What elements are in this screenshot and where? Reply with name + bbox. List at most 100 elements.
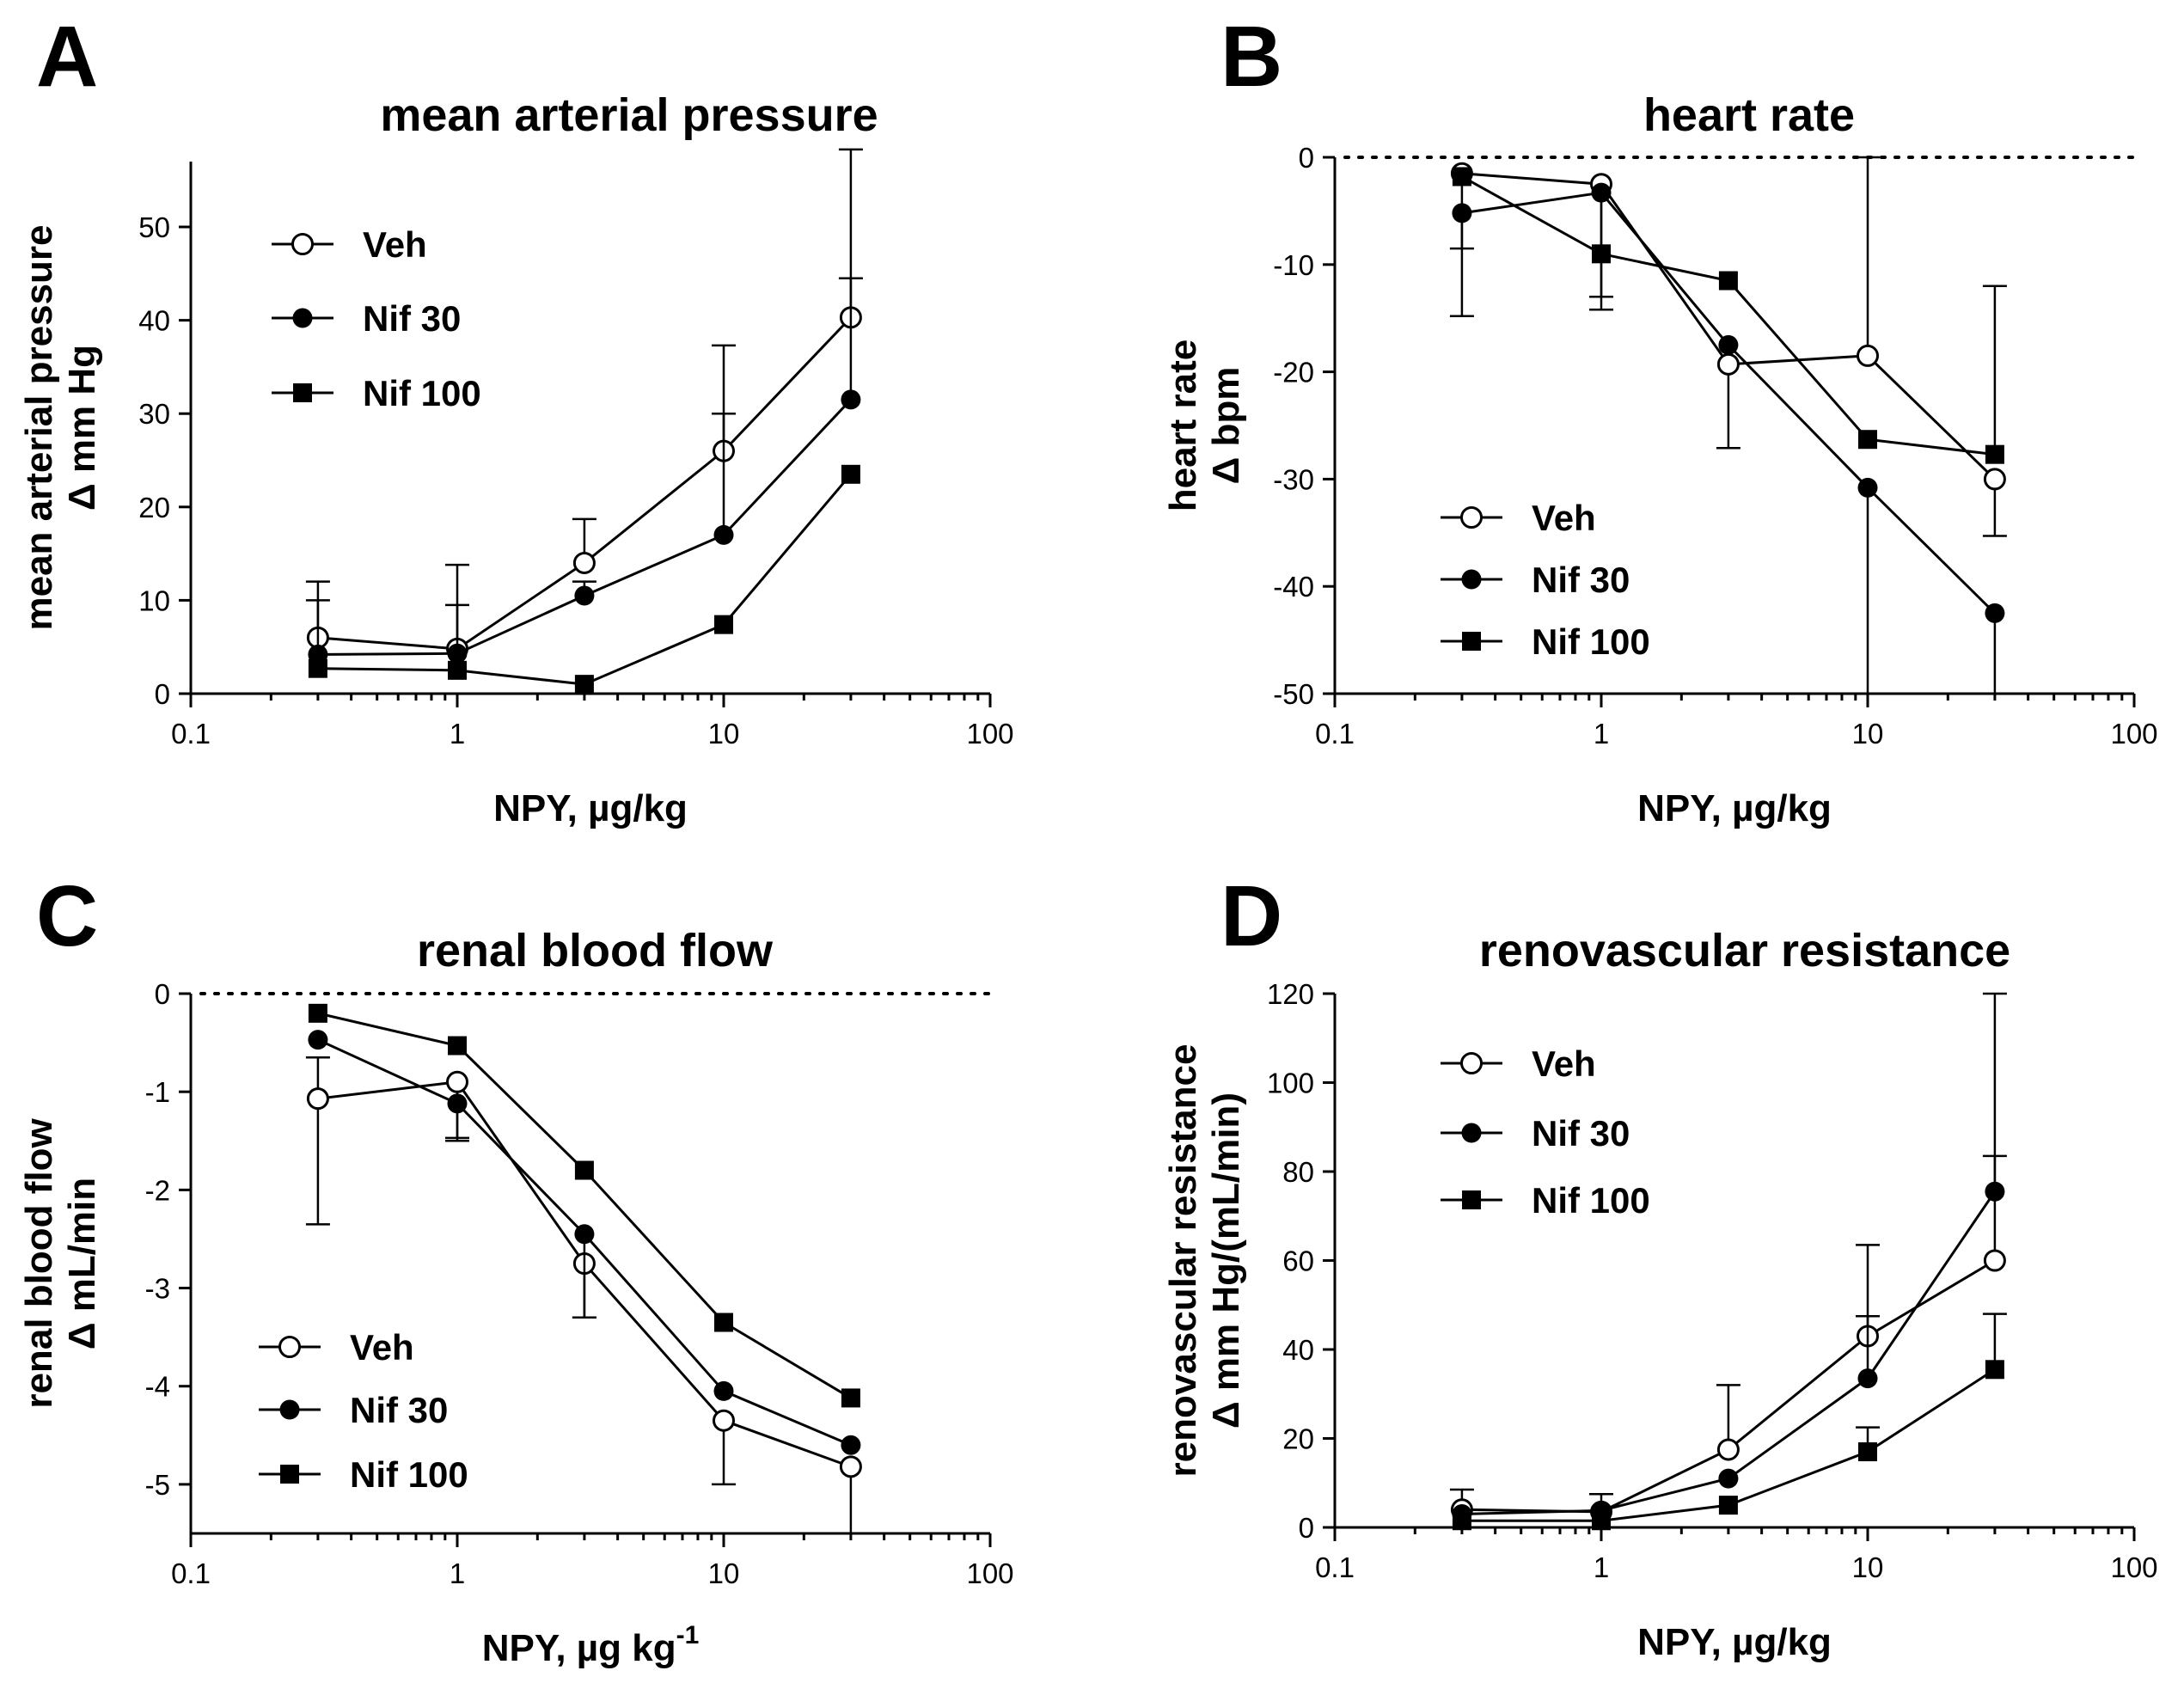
data-point xyxy=(574,585,595,606)
series-nif-100 xyxy=(1452,167,2007,464)
y-tick-label: 40 xyxy=(1282,1334,1314,1366)
x-tick-label: 10 xyxy=(1852,1551,1884,1583)
legend-label: Nif 100 xyxy=(1532,1180,1650,1221)
data-point xyxy=(1716,1438,1740,1461)
data-point xyxy=(1592,1511,1611,1531)
x-tick-label: 100 xyxy=(966,718,1013,750)
x-tick-label: 1 xyxy=(450,718,465,750)
data-point xyxy=(448,660,467,680)
legend-label: Nif 30 xyxy=(350,1390,448,1430)
data-point xyxy=(1716,352,1740,376)
legend-label: Nif 100 xyxy=(350,1454,468,1495)
y-tick-label: -5 xyxy=(145,1469,170,1501)
x-tick-label: 100 xyxy=(2110,1551,2157,1583)
y-tick-label: 60 xyxy=(1282,1245,1314,1277)
data-point xyxy=(1591,182,1612,203)
series-nif-30 xyxy=(1452,992,2007,1524)
data-point xyxy=(713,1380,734,1401)
y-tick-label: 20 xyxy=(1282,1423,1314,1455)
data-point xyxy=(1452,167,1471,187)
data-point xyxy=(574,1224,595,1245)
data-point xyxy=(1718,271,1738,291)
y-tick-label: 0 xyxy=(1299,142,1314,174)
data-point xyxy=(841,1435,861,1455)
series-nif-100 xyxy=(308,464,860,695)
data-point xyxy=(1718,1468,1739,1489)
y-tick-label: -2 xyxy=(145,1174,170,1206)
x-tick-label: 10 xyxy=(708,1557,740,1589)
panel-letter: A xyxy=(36,9,98,105)
x-tick-label: 100 xyxy=(2110,718,2157,750)
y-tick-label: -1 xyxy=(145,1076,170,1108)
panel-title: renal blood flow xyxy=(417,925,774,976)
data-point xyxy=(1718,1496,1738,1515)
data-point xyxy=(306,1087,329,1111)
y-tick-label: 40 xyxy=(138,305,170,337)
panel-title: renovascular resistance xyxy=(1479,925,2010,976)
legend-marker xyxy=(1462,1190,1481,1209)
legend: Veh Nif 30 Nif 100 xyxy=(272,224,481,413)
data-point xyxy=(1857,344,1879,367)
data-point xyxy=(1985,444,2004,464)
series-nif-30 xyxy=(308,1030,861,1455)
data-point xyxy=(841,464,860,484)
x-tick-label: 1 xyxy=(1594,718,1609,750)
y-axis-unit-label: Δ mm Hg xyxy=(61,345,103,511)
y-axis-unit-label: Δ mm Hg/(mL/min) xyxy=(1205,1092,1247,1429)
y-tick-label: 50 xyxy=(138,211,170,243)
y-tick-label: 30 xyxy=(138,398,170,430)
data-point xyxy=(1857,1368,1878,1389)
legend: Veh Nif 30 Nif 100 xyxy=(1441,498,1650,662)
data-point xyxy=(1858,430,1877,450)
data-point xyxy=(448,1036,467,1056)
y-tick-label: -20 xyxy=(1273,357,1314,389)
data-point xyxy=(841,1388,860,1408)
y-axis-label: heart rate xyxy=(1162,340,1204,512)
legend: Veh Nif 30 Nif 100 xyxy=(259,1327,468,1495)
data-point xyxy=(713,524,734,545)
legend-marker xyxy=(280,1465,299,1484)
legend-label: Veh xyxy=(350,1327,414,1368)
y-tick-label: 20 xyxy=(138,492,170,523)
y-tick-label: -30 xyxy=(1273,463,1314,495)
y-axis-label: renovascular resistance xyxy=(1162,1044,1204,1478)
data-point xyxy=(308,1030,328,1050)
panel-letter: D xyxy=(1220,868,1282,964)
y-tick-label: -50 xyxy=(1273,678,1314,710)
x-tick-label: 0.1 xyxy=(1315,718,1355,750)
data-point xyxy=(572,551,596,574)
y-tick-label: 0 xyxy=(155,678,170,710)
y-tick-label: 0 xyxy=(1299,1512,1314,1544)
x-axis-label: NPY, µg/kg xyxy=(493,787,688,829)
panel-letter: C xyxy=(36,868,98,964)
x-tick-label: 0.1 xyxy=(171,718,211,750)
y-axis-unit-label: Δ mL/min xyxy=(61,1178,103,1349)
y-tick-label: -3 xyxy=(145,1273,170,1305)
legend-marker xyxy=(279,1399,300,1420)
data-point xyxy=(1858,1442,1877,1462)
legend-marker xyxy=(1460,1052,1483,1074)
series-nif-100 xyxy=(308,1003,860,1408)
data-point xyxy=(446,1070,468,1093)
legend-label: Nif 30 xyxy=(363,298,461,339)
legend-marker xyxy=(1460,506,1483,529)
legend: Veh Nif 30 Nif 100 xyxy=(1441,1043,1650,1221)
legend-label: Nif 100 xyxy=(1532,621,1650,662)
y-tick-label: -40 xyxy=(1273,571,1314,603)
y-tick-label: 120 xyxy=(1267,978,1314,1010)
panel-title: heart rate xyxy=(1643,89,1855,141)
panel-title: mean arterial pressure xyxy=(380,89,878,141)
x-tick-label: 1 xyxy=(1594,1551,1609,1583)
series-line xyxy=(1461,1190,1997,1515)
y-tick-label: -4 xyxy=(145,1371,170,1403)
data-point xyxy=(1983,468,2006,491)
y-tick-label: -10 xyxy=(1273,249,1314,281)
legend-marker xyxy=(278,1336,301,1358)
panel-letter: B xyxy=(1220,9,1282,105)
series-nif-30 xyxy=(1449,182,2007,695)
x-tick-label: 1 xyxy=(450,1557,465,1589)
x-tick-label: 10 xyxy=(1852,718,1884,750)
legend-label: Nif 100 xyxy=(363,373,481,413)
data-point xyxy=(1857,477,1878,498)
